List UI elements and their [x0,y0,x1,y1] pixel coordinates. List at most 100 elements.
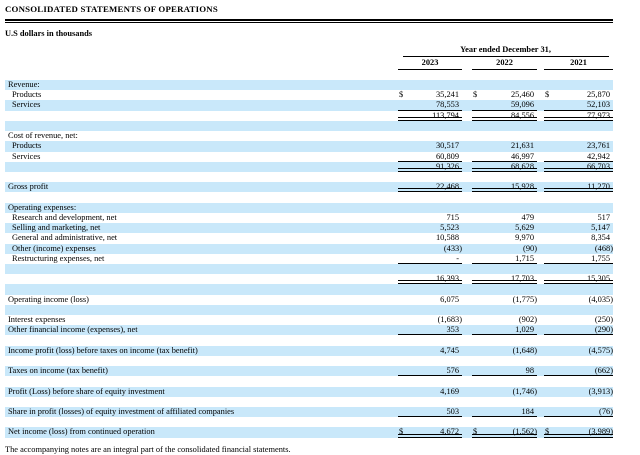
value-cell [398,264,462,274]
value: 8,354 [591,233,610,243]
value-cell [544,203,613,213]
value-cell: 22,468 [398,182,462,193]
value-cell: 98 [472,366,537,377]
value-cell: 6,075 [398,295,462,305]
table-row: Cost of revenue, net: [5,131,613,141]
currency-symbol: $ [473,90,478,100]
value-cell: 77,973 [544,111,613,121]
value: (90) [523,243,537,253]
value-cell: 353 [398,325,462,336]
value: 42,942 [586,151,610,161]
table-row [5,356,613,366]
table-row: Revenue: [5,80,613,91]
year-column-header: 2021 [544,58,613,70]
value: 30,517 [435,141,459,151]
currency-symbol [544,407,545,416]
value-cell: 9,970 [472,233,537,243]
value-cell: 5,147 [544,223,613,233]
value: (1,562) [512,427,537,437]
table-row: Other financial income (expenses), net 35… [5,325,613,336]
table-row: Restructuring expenses, net - 1,715 1,755 [5,254,613,264]
value: - [456,253,459,263]
currency-symbol [398,233,399,243]
value-cell: 517 [544,213,613,223]
currency-symbol [544,244,545,254]
value-cell: 15,305 [544,274,613,285]
currency-symbol [472,315,473,325]
table-row: Share in profit (losses) of equity inves… [5,407,613,418]
row-label [5,172,398,182]
value-cell [544,264,613,274]
value-cell: 11,270 [544,182,613,193]
value-cell [472,335,537,345]
currency-symbol [544,152,545,161]
currency-symbol [544,315,545,325]
value-cell: 479 [472,213,537,223]
row-label [5,356,398,366]
row-label: Income profit (loss) before taxes on inc… [8,345,198,355]
table-row: Interest expenses (1,683) (902) (250) [5,315,613,325]
value-cell: 59,096 [472,100,537,111]
table-row: Services 60,809 46,997 42,942 [5,152,613,162]
currency-symbol [544,100,545,109]
row-label: Other (income) expenses [12,243,96,253]
currency-symbol: $ [399,427,404,437]
value-cell: $4,672 [398,427,462,438]
page-title: CONSOLIDATED STATEMENTS OF OPERATIONS [5,4,218,14]
currency-symbol [472,274,473,280]
row-label [5,335,398,345]
row-label: Net income (loss) from continued operati… [8,427,155,437]
currency-symbol [398,213,399,223]
value-cell: (250) [544,315,613,325]
value: 4,169 [440,386,459,396]
value-cell: 4,745 [398,346,462,356]
value-cell: 184 [472,407,537,418]
value: 503 [446,407,459,416]
value-cell: 84,556 [472,111,537,121]
year-header-row: 2023 2022 2021 [5,58,613,70]
value-cell: 10,588 [398,233,462,243]
value-cell: (290) [544,325,613,336]
statement-content: CONSOLIDATED STATEMENTS OF OPERATIONS U.… [5,4,613,455]
table-row: Other (income) expenses (433) (90) (468) [5,243,613,254]
row-label: Services [12,151,41,161]
value-cell: 21,631 [472,141,537,151]
value: 715 [446,212,459,222]
value-cell: (1,683) [398,315,462,325]
value-cell [398,397,462,407]
row-label: Share in profit (losses) of equity inves… [8,407,235,416]
currency-symbol [472,182,473,188]
value: 576 [446,366,459,376]
table-row: Profit (Loss) before share of equity inv… [5,386,613,397]
row-label [5,397,398,407]
value: (1,683) [437,315,462,325]
value-cell [472,417,537,427]
value: 84,556 [510,110,534,120]
value: 6,075 [440,294,459,304]
row-label: Profit (Loss) before share of equity inv… [8,386,165,396]
value: 5,629 [515,223,534,233]
value: 1,715 [515,253,534,263]
table-row [5,284,613,295]
currency-symbol [544,223,545,233]
currency-symbol: $ [473,427,478,437]
value-cell: 715 [398,213,462,223]
value: 59,096 [510,100,534,110]
row-label [5,162,398,172]
value: 1,755 [591,253,610,263]
value: (4,035) [588,294,613,304]
value: 66,703 [586,161,610,171]
value: 353 [446,325,459,335]
table-row: Selling and marketing, net 5,523 5,629 5,14… [5,223,613,234]
value-cell: 15,928 [472,182,537,193]
value-cell: $ (3,989) [544,427,613,438]
value: (433) [443,243,462,253]
value: 10,588 [435,233,459,243]
value-cell [544,305,613,315]
value-cell: 16,393 [398,274,462,285]
currency-symbol [544,141,545,151]
currency-symbol [544,346,545,356]
value: (468) [594,243,613,253]
row-label: Selling and marketing, net [12,223,101,233]
value: (1,775) [512,294,537,304]
